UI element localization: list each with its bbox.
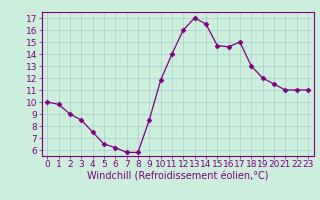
X-axis label: Windchill (Refroidissement éolien,°C): Windchill (Refroidissement éolien,°C) (87, 172, 268, 182)
